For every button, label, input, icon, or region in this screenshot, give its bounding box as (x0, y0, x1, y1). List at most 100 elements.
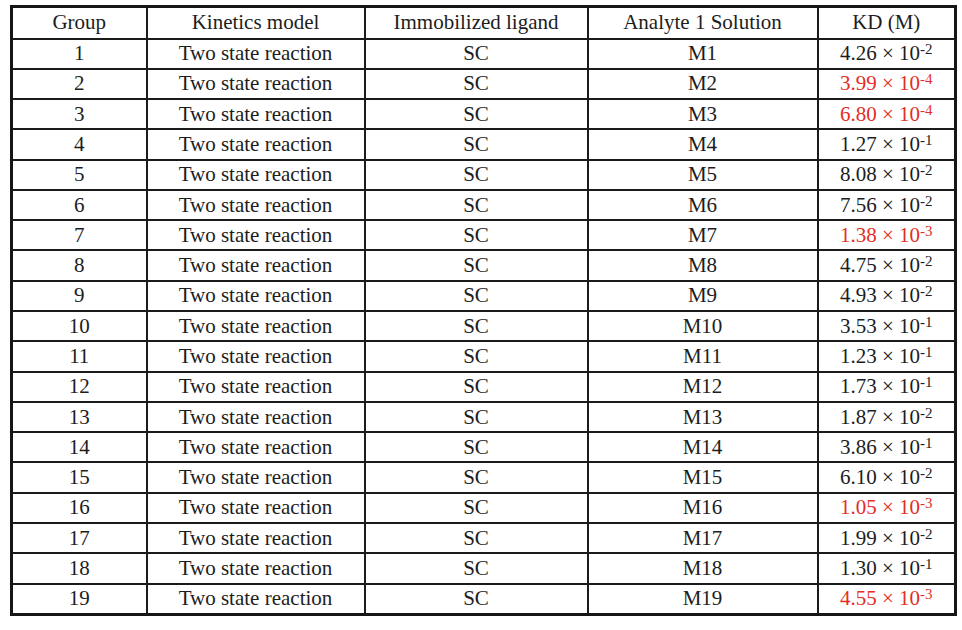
kd-exponent: -2 (920, 465, 933, 481)
kd-mantissa: 6.80 × 10 (840, 102, 920, 126)
analyte-cell: M1 (588, 39, 818, 69)
kd-exponent: -2 (920, 283, 933, 299)
analyte-cell: M17 (588, 523, 818, 553)
table-row: 2 Two state reaction SC M2 3.99 × 10-4 (12, 69, 956, 99)
analyte-cell: M13 (588, 402, 818, 432)
group-cell: 4 (12, 129, 147, 159)
group-cell: 16 (12, 493, 147, 523)
kd-mantissa: 3.99 × 10 (840, 71, 920, 95)
kd-cell: 1.73 × 10-1 (818, 372, 956, 402)
kd-exponent: -2 (920, 193, 933, 209)
analyte-cell: M19 (588, 584, 818, 615)
analyte-cell: M18 (588, 553, 818, 583)
analyte-cell: M4 (588, 129, 818, 159)
analyte-cell: M15 (588, 462, 818, 492)
kinetics-model-cell: Two state reaction (147, 99, 365, 129)
ligand-cell: SC (365, 99, 588, 129)
analyte-cell: M6 (588, 190, 818, 220)
kd-exponent: -1 (920, 374, 933, 390)
kd-cell: 3.53 × 10-1 (818, 311, 956, 341)
table-row: 17 Two state reaction SC M17 1.99 × 10-2 (12, 523, 956, 553)
kd-exponent: -1 (920, 435, 933, 451)
table-row: 9 Two state reaction SC M9 4.93 × 10-2 (12, 281, 956, 311)
ligand-cell: SC (365, 372, 588, 402)
kd-mantissa: 4.26 × 10 (840, 41, 920, 65)
kd-cell: 4.55 × 10-3 (818, 584, 956, 615)
page: Group Kinetics model Immobilized ligand … (0, 5, 962, 630)
kinetics-model-cell: Two state reaction (147, 311, 365, 341)
kd-cell: 1.30 × 10-1 (818, 553, 956, 583)
kinetics-model-cell: Two state reaction (147, 462, 365, 492)
table-row: 19 Two state reaction SC M19 4.55 × 10-3 (12, 584, 956, 615)
analyte-cell: M11 (588, 341, 818, 371)
kd-cell: 4.26 × 10-2 (818, 39, 956, 69)
kinetics-model-cell: Two state reaction (147, 523, 365, 553)
kinetics-model-cell: Two state reaction (147, 281, 365, 311)
header-row: Group Kinetics model Immobilized ligand … (12, 7, 956, 39)
ligand-cell: SC (365, 250, 588, 280)
kd-exponent: -3 (920, 495, 933, 511)
column-header-group: Group (12, 7, 147, 39)
kd-exponent: -2 (920, 405, 933, 421)
kd-cell: 7.56 × 10-2 (818, 190, 956, 220)
kd-exponent: -3 (920, 223, 933, 239)
group-cell: 1 (12, 39, 147, 69)
ligand-cell: SC (365, 69, 588, 99)
table-row: 7 Two state reaction SC M7 1.38 × 10-3 (12, 220, 956, 250)
column-header-analyte-solution: Analyte 1 Solution (588, 7, 818, 39)
group-cell: 9 (12, 281, 147, 311)
ligand-cell: SC (365, 129, 588, 159)
kd-cell: 6.80 × 10-4 (818, 99, 956, 129)
table-body: 1 Two state reaction SC M1 4.26 × 10-2 2… (12, 39, 956, 615)
kinetics-model-cell: Two state reaction (147, 160, 365, 190)
kd-cell: 3.99 × 10-4 (818, 69, 956, 99)
kd-mantissa: 1.87 × 10 (840, 405, 920, 429)
kinetics-model-cell: Two state reaction (147, 553, 365, 583)
group-cell: 15 (12, 462, 147, 492)
kinetics-table: Group Kinetics model Immobilized ligand … (10, 5, 957, 616)
table-row: 12 Two state reaction SC M12 1.73 × 10-1 (12, 372, 956, 402)
table-row: 16 Two state reaction SC M16 1.05 × 10-3 (12, 493, 956, 523)
kinetics-model-cell: Two state reaction (147, 39, 365, 69)
group-cell: 12 (12, 372, 147, 402)
analyte-cell: M7 (588, 220, 818, 250)
analyte-cell: M8 (588, 250, 818, 280)
kd-mantissa: 1.27 × 10 (840, 132, 920, 156)
kinetics-model-cell: Two state reaction (147, 584, 365, 615)
table-row: 5 Two state reaction SC M5 8.08 × 10-2 (12, 160, 956, 190)
ligand-cell: SC (365, 190, 588, 220)
table-header: Group Kinetics model Immobilized ligand … (12, 7, 956, 39)
kd-exponent: -2 (920, 162, 933, 178)
table-row: 10 Two state reaction SC M10 3.53 × 10-1 (12, 311, 956, 341)
kd-mantissa: 1.30 × 10 (840, 556, 920, 580)
table-row: 8 Two state reaction SC M8 4.75 × 10-2 (12, 250, 956, 280)
table-row: 4 Two state reaction SC M4 1.27 × 10-1 (12, 129, 956, 159)
kinetics-model-cell: Two state reaction (147, 129, 365, 159)
kinetics-model-cell: Two state reaction (147, 432, 365, 462)
analyte-cell: M12 (588, 372, 818, 402)
group-cell: 8 (12, 250, 147, 280)
kd-mantissa: 1.73 × 10 (840, 374, 920, 398)
kinetics-model-cell: Two state reaction (147, 372, 365, 402)
kd-cell: 8.08 × 10-2 (818, 160, 956, 190)
kd-exponent: -3 (920, 586, 933, 602)
kd-mantissa: 7.56 × 10 (840, 193, 920, 217)
kinetics-model-cell: Two state reaction (147, 190, 365, 220)
kd-exponent: -2 (920, 41, 933, 57)
kd-mantissa: 1.23 × 10 (840, 344, 920, 368)
group-cell: 6 (12, 190, 147, 220)
kd-mantissa: 4.93 × 10 (840, 283, 920, 307)
analyte-cell: M2 (588, 69, 818, 99)
kd-mantissa: 4.75 × 10 (840, 253, 920, 277)
kd-cell: 1.05 × 10-3 (818, 493, 956, 523)
table-row: 15 Two state reaction SC M15 6.10 × 10-2 (12, 462, 956, 492)
kinetics-model-cell: Two state reaction (147, 341, 365, 371)
ligand-cell: SC (365, 341, 588, 371)
kinetics-model-cell: Two state reaction (147, 250, 365, 280)
kd-exponent: -1 (920, 132, 933, 148)
table-row: 6 Two state reaction SC M6 7.56 × 10-2 (12, 190, 956, 220)
kd-cell: 6.10 × 10-2 (818, 462, 956, 492)
analyte-cell: M5 (588, 160, 818, 190)
ligand-cell: SC (365, 553, 588, 583)
group-cell: 17 (12, 523, 147, 553)
